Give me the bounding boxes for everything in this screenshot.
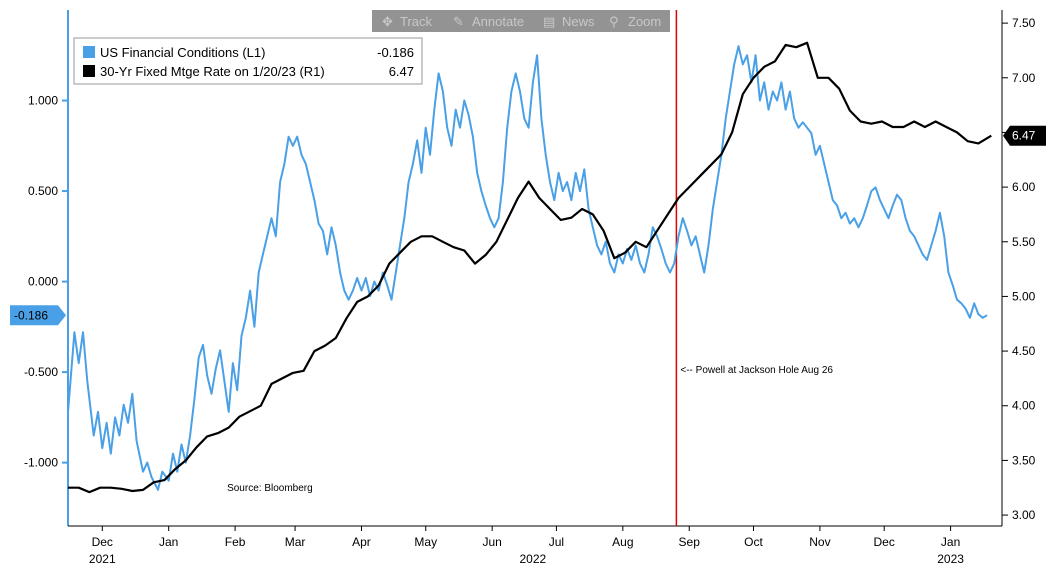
- right-tick-label: 6.00: [1012, 180, 1036, 194]
- series-line-mortgage-rate: [68, 41, 992, 494]
- x-tick-label: Aug: [612, 535, 633, 549]
- magnifier-icon: ⚲: [609, 14, 619, 29]
- legend-label-mortgage: 30-Yr Fixed Mtge Rate on 1/20/23 (R1): [100, 64, 325, 79]
- toolbar-zoom-button[interactable]: ⚲ Zoom: [609, 14, 661, 29]
- right-tick-label: 7.50: [1012, 16, 1036, 30]
- right-tick-label: 7.00: [1012, 71, 1036, 85]
- right-tick-label: 5.00: [1012, 289, 1036, 303]
- left-tick-label: 0.000: [28, 275, 58, 289]
- x-tick-label: May: [414, 535, 437, 549]
- legend-swatch-mortgage: [83, 65, 95, 77]
- right-tick-label: 3.00: [1012, 508, 1036, 522]
- toolbar-annotate-label: Annotate: [472, 14, 524, 29]
- annotation-powell: <-- Powell at Jackson Hole Aug 26: [680, 365, 833, 376]
- toolbar-annotate-button[interactable]: ✎ Annotate: [453, 14, 524, 29]
- x-tick-label: Oct: [744, 535, 763, 549]
- toolbar-zoom-label: Zoom: [628, 14, 661, 29]
- annotation-source: Source: Bloomberg: [227, 483, 313, 494]
- x-tick-label: Mar: [285, 535, 306, 549]
- x-tick-label: Jun: [482, 535, 501, 549]
- left-last-value-text: -0.186: [14, 308, 48, 322]
- x-tick-label: Apr: [352, 535, 371, 549]
- chart-toolbar: ✥ Track ✎ Annotate ▤ News ⚲ Zoom: [372, 10, 670, 32]
- x-tick-label: Nov: [809, 535, 830, 549]
- x-tick-label: Dec: [874, 535, 895, 549]
- x-axis: Dec Jan Feb Mar Apr May Jun Jul Aug Sep Oct Nov Dec J…: [89, 526, 964, 566]
- x-year-label: 2021: [89, 552, 116, 566]
- legend-value-mortgage: 6.47: [389, 64, 414, 79]
- series-line-us-financial-conditions: [67, 45, 988, 491]
- x-tick-label: Dec: [92, 535, 113, 549]
- right-last-value-badge: [1003, 125, 1046, 146]
- left-last-value-badge: [10, 305, 66, 326]
- x-tick-label: Sep: [679, 535, 701, 549]
- right-tick-label: 3.50: [1012, 453, 1036, 467]
- legend-box: [73, 37, 423, 85]
- toolbar-track-button[interactable]: ✥ Track: [382, 14, 433, 29]
- legend-swatch-conditions: [83, 46, 95, 58]
- pencil-icon: ✎: [453, 14, 464, 29]
- right-last-value-text: 6.47: [1012, 129, 1036, 143]
- x-tick-label: Jan: [941, 535, 960, 549]
- toolbar-background: [372, 10, 670, 32]
- legend: US Financial Conditions (L1) -0.186 30-Y…: [73, 37, 423, 85]
- x-tick-label: Feb: [225, 535, 246, 549]
- left-tick-label: 1.000: [28, 94, 58, 108]
- right-last-value-label: 6.47: [1003, 125, 1046, 146]
- x-tick-label: Jan: [159, 535, 178, 549]
- right-tick-label: 5.50: [1012, 235, 1036, 249]
- x-tick-label: Jul: [549, 535, 564, 549]
- legend-label-conditions: US Financial Conditions (L1): [100, 45, 265, 60]
- x-year-label: 2022: [520, 552, 547, 566]
- left-tick-label: -0.500: [24, 365, 58, 379]
- toolbar-news-button[interactable]: ▤ News: [543, 14, 595, 29]
- left-axis: 1.000 0.500 0.000 -0.500 -1.000: [24, 94, 68, 470]
- right-tick-label: 4.00: [1012, 399, 1036, 413]
- right-tick-label: 4.50: [1012, 344, 1036, 358]
- toolbar-track-label: Track: [400, 14, 433, 29]
- toolbar-news-label: News: [562, 14, 595, 29]
- x-year-label: 2023: [937, 552, 964, 566]
- left-tick-label: -1.000: [24, 456, 58, 470]
- legend-value-conditions: -0.186: [377, 45, 414, 60]
- left-last-value-label: -0.186: [10, 305, 66, 326]
- right-axis: 7.507.006.506.005.505.004.504.003.503.00: [1002, 16, 1036, 522]
- crosshair-icon: ✥: [382, 14, 393, 29]
- left-tick-label: 0.500: [28, 184, 58, 198]
- news-icon: ▤: [543, 14, 555, 29]
